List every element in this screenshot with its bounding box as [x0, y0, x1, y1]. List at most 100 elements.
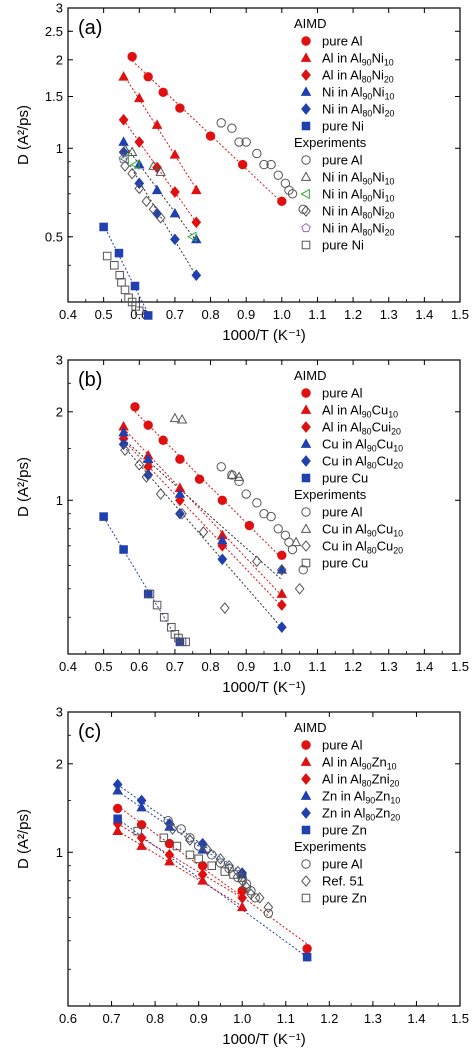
data-point — [113, 814, 122, 824]
legend-group-title: AIMD — [294, 368, 327, 383]
series-al-in-al90ni10 — [118, 71, 202, 195]
data-point — [134, 459, 145, 471]
legend-symbol — [301, 825, 311, 835]
data-point — [130, 159, 140, 170]
data-point — [118, 438, 129, 451]
series-al-in-al80ni20 — [118, 113, 202, 229]
legend-text-part: Ni — [372, 51, 384, 66]
y-tick-label: 1 — [56, 493, 63, 508]
legend-symbol — [301, 121, 311, 131]
data-point — [194, 474, 205, 484]
legend-text-part: Zn — [375, 806, 390, 821]
data-point — [99, 512, 108, 521]
data-point — [276, 599, 287, 611]
legend-symbol — [300, 171, 312, 181]
series-al-in-al90zn10 — [112, 825, 248, 912]
fit-line — [131, 60, 283, 203]
series-al-in-al80cu20 — [118, 432, 287, 611]
data-point — [148, 203, 159, 216]
data-point — [287, 189, 298, 199]
data-point — [220, 867, 230, 876]
data-point — [174, 488, 186, 498]
data-point — [118, 426, 129, 437]
legend-symbol — [300, 523, 312, 533]
data-point — [151, 119, 163, 129]
legend-symbol — [301, 69, 311, 81]
data-point — [217, 553, 228, 566]
data-point — [118, 113, 129, 126]
legend-symbol — [301, 473, 311, 483]
x-tick-label: 0.7 — [166, 659, 184, 674]
legend-text-part: pure Al — [322, 505, 363, 520]
fit-line — [117, 805, 308, 945]
legend-label: Al in Al90Zn10 — [322, 755, 397, 772]
chart-panel-3: 0.6 0.7 0.8 0.9 1.0 1.1 1.2 1.3 1.4 1.5 1 2 3 1000/T … — [15, 705, 469, 1049]
legend-symbol — [300, 52, 312, 62]
data-point — [175, 507, 185, 520]
legend-label: pure Al — [322, 153, 363, 168]
data-point — [229, 870, 238, 879]
legend-text-part: Ni — [372, 170, 384, 185]
data-point — [134, 182, 145, 195]
data-point — [164, 849, 175, 861]
data-point — [241, 879, 252, 889]
legend-group-title: Experiments — [294, 839, 367, 854]
data-point — [273, 170, 283, 180]
series-ni-in-al80ni20-exp- — [120, 160, 166, 224]
data-point — [193, 841, 204, 851]
data-point — [175, 103, 185, 113]
series-ni-in-al90ni10 — [118, 136, 202, 244]
data-point — [155, 212, 166, 224]
x-tick-label: 1.4 — [407, 1011, 425, 1026]
legend-text-part: pure Al — [322, 153, 363, 168]
x-tick-label: 0.7 — [103, 1011, 121, 1026]
data-point — [118, 71, 129, 81]
series-pure-al-exp- — [216, 118, 308, 215]
x-tick-label: 1.3 — [380, 659, 398, 674]
fit-line — [123, 154, 197, 277]
legend-group-title: AIMD — [294, 720, 327, 735]
data-point — [185, 833, 195, 843]
legend-subscript: 90 — [362, 58, 372, 68]
legend-label: Zn in Al80Zn20 — [322, 806, 400, 823]
x-tick-label: 1.5 — [451, 307, 469, 322]
x-tick-label: 1.1 — [308, 307, 326, 322]
data-point — [148, 160, 159, 170]
data-point — [127, 167, 137, 180]
legend-symbol — [301, 421, 311, 433]
data-point — [252, 555, 262, 568]
data-point — [130, 402, 140, 412]
data-point — [205, 131, 216, 141]
y-axis-title: D (A²/ps) — [15, 105, 32, 165]
data-point — [197, 868, 208, 881]
data-point — [141, 471, 152, 483]
y-axis-title: D (A²/ps) — [15, 457, 32, 517]
data-point — [112, 825, 123, 836]
legend-text-part: Al in Al — [322, 403, 362, 418]
data-point — [252, 498, 262, 508]
data-point — [244, 520, 255, 531]
x-tick-label: 0.8 — [202, 307, 220, 322]
legend-text-part: Cu in Al — [322, 437, 367, 452]
series-ref-51 — [167, 823, 274, 914]
data-point — [207, 861, 217, 871]
legend-symbol — [300, 438, 312, 448]
legend-label: Ref. 51 — [322, 874, 364, 889]
panel-label: (c) — [78, 721, 101, 743]
fit-line — [117, 830, 243, 907]
x-tick-label: 0.7 — [166, 307, 184, 322]
legend-symbol — [301, 205, 311, 217]
legend-symbol — [300, 188, 310, 200]
data-point — [263, 901, 274, 914]
data-point — [237, 873, 247, 882]
data-point — [115, 270, 124, 280]
series-pure-zn-exp- — [133, 826, 247, 882]
legend-label: pure Al — [322, 857, 363, 872]
data-point — [246, 888, 256, 901]
data-point — [164, 838, 175, 849]
y-tick-label: 1.5 — [45, 89, 63, 104]
legend-label: pure Al — [322, 738, 363, 753]
data-point — [266, 159, 276, 170]
legend-text-part: Al in Al — [322, 772, 362, 787]
data-point — [118, 136, 129, 146]
